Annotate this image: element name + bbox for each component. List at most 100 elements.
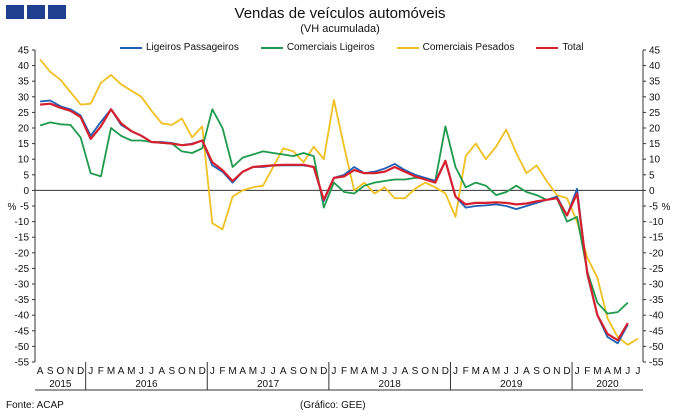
y-tick-label: -55: [15, 358, 30, 369]
y-tick-label-right: 45: [649, 46, 661, 57]
y-tick-label-right: -20: [649, 248, 664, 259]
legend-item: Ligeiros Passageiros: [120, 42, 239, 53]
y-tick-label: 10: [18, 155, 30, 166]
y-tick-label: 0: [23, 186, 29, 197]
x-tick-label: S: [290, 366, 297, 377]
x-tick-label: F: [98, 366, 104, 377]
x-tick-label: O: [56, 366, 64, 377]
x-tick-label: S: [168, 366, 175, 377]
x-tick-label: A: [604, 366, 611, 377]
x-tick-label: J: [514, 366, 519, 377]
year-label: 2015: [49, 379, 72, 390]
x-tick-label: M: [492, 366, 500, 377]
x-tick-label: A: [158, 366, 165, 377]
year-label: 2017: [257, 379, 280, 390]
y-tick-label-right: -30: [649, 280, 664, 291]
y-tick-label: -30: [15, 280, 30, 291]
y-tick-label-right: 20: [649, 124, 661, 135]
y-axis-label-right: %: [662, 202, 671, 213]
x-tick-label: J: [382, 366, 387, 377]
y-tick-label-right: 0: [649, 186, 655, 197]
chart-title: Vendas de veículos automóveis: [234, 5, 446, 22]
x-tick-label: S: [412, 366, 419, 377]
y-tick-label: -50: [15, 342, 30, 353]
x-tick-label: M: [228, 366, 236, 377]
x-tick-label: M: [613, 366, 621, 377]
y-tick-label-right: -5: [649, 202, 658, 213]
x-tick-label: J: [261, 366, 266, 377]
x-tick-label: N: [553, 366, 560, 377]
x-tick-label: J: [625, 366, 630, 377]
x-tick-label: O: [421, 366, 429, 377]
x-tick-label: F: [463, 366, 469, 377]
x-tick-label: M: [593, 366, 601, 377]
x-tick-label: A: [118, 366, 125, 377]
chart-subtitle: (VH acumulada): [300, 23, 380, 35]
x-tick-label: M: [107, 366, 115, 377]
legend-item: Total: [536, 42, 583, 53]
y-tick-label-right: -45: [649, 326, 664, 337]
x-tick-label: D: [563, 366, 570, 377]
y-tick-label: -45: [15, 326, 30, 337]
y-tick-label: -25: [15, 264, 30, 275]
legend-label: Total: [562, 42, 584, 53]
y-tick-label-right: -10: [649, 217, 664, 228]
x-tick-label: A: [483, 366, 490, 377]
y-tick-label-right: -25: [649, 264, 664, 275]
x-tick-label: A: [239, 366, 246, 377]
x-tick-label: F: [341, 366, 347, 377]
y-tick-label-right: -15: [649, 233, 664, 244]
legend-swatch: [396, 46, 419, 49]
x-tick-label: M: [370, 366, 378, 377]
x-tick-label: J: [139, 366, 144, 377]
y-tick-label-right: 25: [649, 108, 661, 119]
legend-item: Comerciais Pesados: [396, 42, 515, 53]
x-tick-label: M: [472, 366, 480, 377]
x-tick-label: A: [523, 366, 530, 377]
x-tick-label: J: [210, 366, 215, 377]
y-tick-label-right: 30: [649, 92, 661, 103]
source-note: Fonte: ACAP: [6, 400, 64, 411]
y-tick-label: 20: [18, 124, 30, 135]
y-tick-label-right: -40: [649, 311, 664, 322]
x-tick-label: D: [77, 366, 84, 377]
x-tick-label: S: [47, 366, 54, 377]
legend-swatch: [536, 46, 559, 49]
y-tick-label: 30: [18, 92, 30, 103]
x-tick-label: A: [280, 366, 287, 377]
y-tick-label: 5: [23, 170, 29, 181]
x-tick-label: O: [300, 366, 308, 377]
x-tick-label: N: [188, 366, 195, 377]
y-tick-label: -15: [15, 233, 30, 244]
y-tick-label: -5: [20, 202, 29, 213]
x-tick-label: M: [350, 366, 358, 377]
x-tick-label: F: [219, 366, 225, 377]
legend-swatch: [260, 46, 283, 49]
x-tick-label: J: [149, 366, 154, 377]
x-tick-label: J: [635, 366, 640, 377]
year-label: 2016: [135, 379, 158, 390]
x-tick-label: A: [361, 366, 368, 377]
y-tick-label-right: 35: [649, 77, 661, 88]
x-tick-label: N: [432, 366, 439, 377]
chart-legend: Ligeiros Passageiros Comerciais Ligeiros…: [120, 42, 583, 53]
y-tick-label-right: -50: [649, 342, 664, 353]
y-tick-label: -35: [15, 295, 30, 306]
x-tick-label: J: [331, 366, 336, 377]
x-tick-label: O: [543, 366, 551, 377]
x-tick-label: O: [178, 366, 186, 377]
y-axis-label: %: [8, 202, 17, 213]
ministry-logo: [6, 5, 66, 19]
x-tick-label: J: [575, 366, 580, 377]
year-label: 2020: [596, 379, 619, 390]
legend-label: Comerciais Ligeiros: [286, 42, 375, 53]
x-tick-label: J: [453, 366, 458, 377]
y-tick-label-right: -55: [649, 358, 664, 369]
logo-block: [48, 5, 66, 19]
x-tick-label: J: [88, 366, 93, 377]
legend-label: Comerciais Pesados: [422, 42, 515, 53]
y-tick-label: 45: [18, 46, 30, 57]
y-tick-label-right: -35: [649, 295, 664, 306]
y-tick-label-right: 10: [649, 155, 661, 166]
y-tick-label-right: 5: [649, 170, 655, 181]
